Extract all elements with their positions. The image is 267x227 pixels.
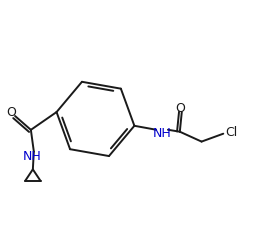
- Text: Cl: Cl: [225, 126, 237, 139]
- Text: O: O: [175, 101, 185, 114]
- Text: NH: NH: [153, 127, 171, 140]
- Text: NH: NH: [22, 149, 41, 162]
- Text: O: O: [6, 105, 16, 118]
